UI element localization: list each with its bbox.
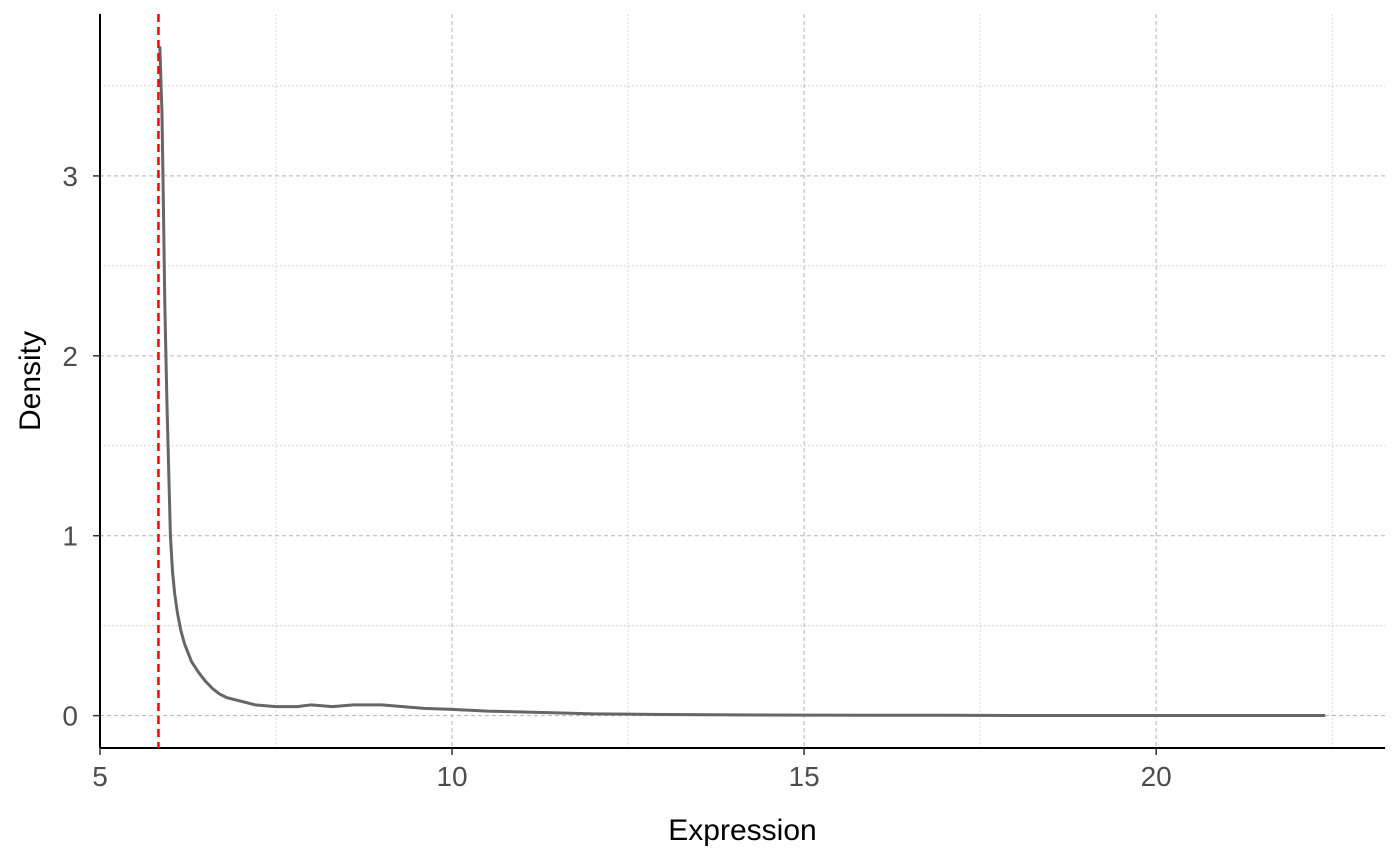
y-tick-label-0: 0 bbox=[62, 701, 78, 732]
x-tick-label-3: 20 bbox=[1141, 761, 1172, 792]
density-series-line bbox=[158, 46, 1326, 717]
x-tick-label-0: 5 bbox=[92, 761, 108, 792]
x-axis-title: Expression bbox=[668, 814, 816, 847]
y-tick-label-1: 1 bbox=[62, 521, 78, 552]
data-layer bbox=[157, 14, 1326, 748]
axis-layer bbox=[99, 14, 1385, 749]
y-tick-label-3: 3 bbox=[62, 161, 78, 192]
x-tick-label-1: 10 bbox=[436, 761, 467, 792]
grid-layer bbox=[99, 14, 1385, 748]
tick-layer: 5 10 15 20 0 1 2 3 bbox=[62, 161, 1171, 792]
y-axis-title: Density bbox=[14, 331, 47, 431]
y-tick-label-2: 2 bbox=[62, 341, 78, 372]
x-tick-label-2: 15 bbox=[789, 761, 820, 792]
